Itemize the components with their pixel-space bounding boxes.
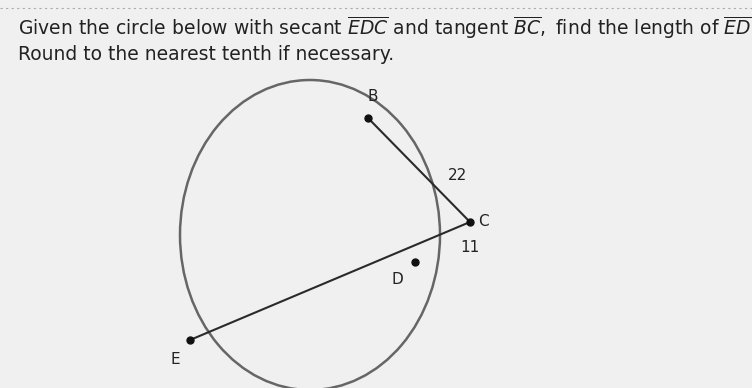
Text: C: C (478, 215, 489, 229)
Text: $\mathrm{Given\ the\ circle\ below\ with\ secant\ }\overline{EDC}\mathrm{\ and\ : $\mathrm{Given\ the\ circle\ below\ with… (18, 15, 752, 41)
Text: 22: 22 (448, 168, 467, 182)
Text: Round to the nearest tenth if necessary.: Round to the nearest tenth if necessary. (18, 45, 394, 64)
Text: B: B (368, 89, 378, 104)
Text: D: D (391, 272, 403, 287)
Text: 11: 11 (460, 241, 479, 256)
Text: E: E (170, 352, 180, 367)
